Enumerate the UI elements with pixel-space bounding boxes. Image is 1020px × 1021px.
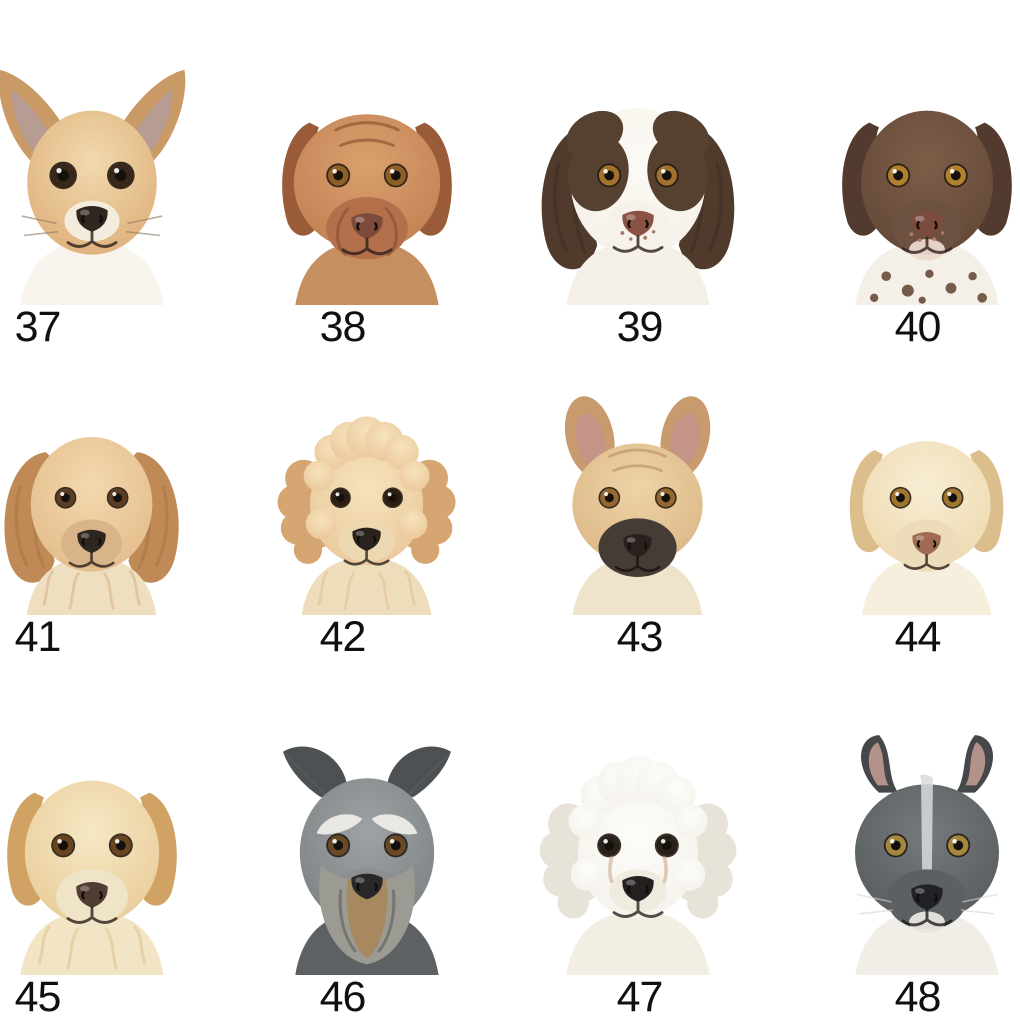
miniature-schnauzer-portrait — [247, 723, 487, 975]
french-bulldog-portrait — [529, 387, 746, 615]
chihuahua-portrait — [0, 53, 212, 305]
dog-cell: 48 — [765, 660, 1020, 1020]
dog-cell: 43 — [510, 350, 765, 660]
dog-number-label: 45 — [15, 975, 61, 1020]
dog-cell: 45 — [0, 660, 255, 1020]
dog-cell: 42 — [255, 350, 510, 660]
dog-number-label: 37 — [15, 305, 61, 350]
dog-number-label: 44 — [895, 615, 941, 660]
dog-cell: 37 — [0, 0, 255, 350]
dog-cell: 38 — [255, 0, 510, 350]
dog-number-label: 48 — [895, 975, 941, 1020]
dog-number-label: 39 — [617, 305, 663, 350]
dog-cell: 44 — [765, 350, 1020, 660]
dog-number-label: 42 — [320, 615, 366, 660]
dog-cell: 39 — [510, 0, 765, 350]
dog-number-label: 41 — [15, 615, 61, 660]
dog-cell: 40 — [765, 0, 1020, 350]
dog-cell: 46 — [255, 660, 510, 1020]
dog-number-label: 47 — [617, 975, 663, 1020]
golden-retriever-portrait — [0, 723, 212, 975]
poodle-portrait — [518, 723, 758, 975]
staffordshire-bull-terrier-portrait — [807, 723, 1020, 975]
cockapoo-portrait — [258, 387, 475, 615]
cocker-spaniel-portrait — [0, 387, 200, 615]
dog-cell: 41 — [0, 350, 255, 660]
labrador-retriever-portrait — [818, 387, 1020, 615]
german-shorthaired-pointer-portrait — [807, 53, 1020, 305]
dog-cell: 47 — [510, 660, 765, 1020]
dog-number-label: 46 — [320, 975, 366, 1020]
springer-spaniel-portrait — [518, 53, 758, 305]
dog-number-label: 40 — [895, 305, 941, 350]
dog-number-label: 43 — [617, 615, 663, 660]
dogue-de-bordeaux-portrait — [247, 53, 487, 305]
dog-number-label: 38 — [320, 305, 366, 350]
